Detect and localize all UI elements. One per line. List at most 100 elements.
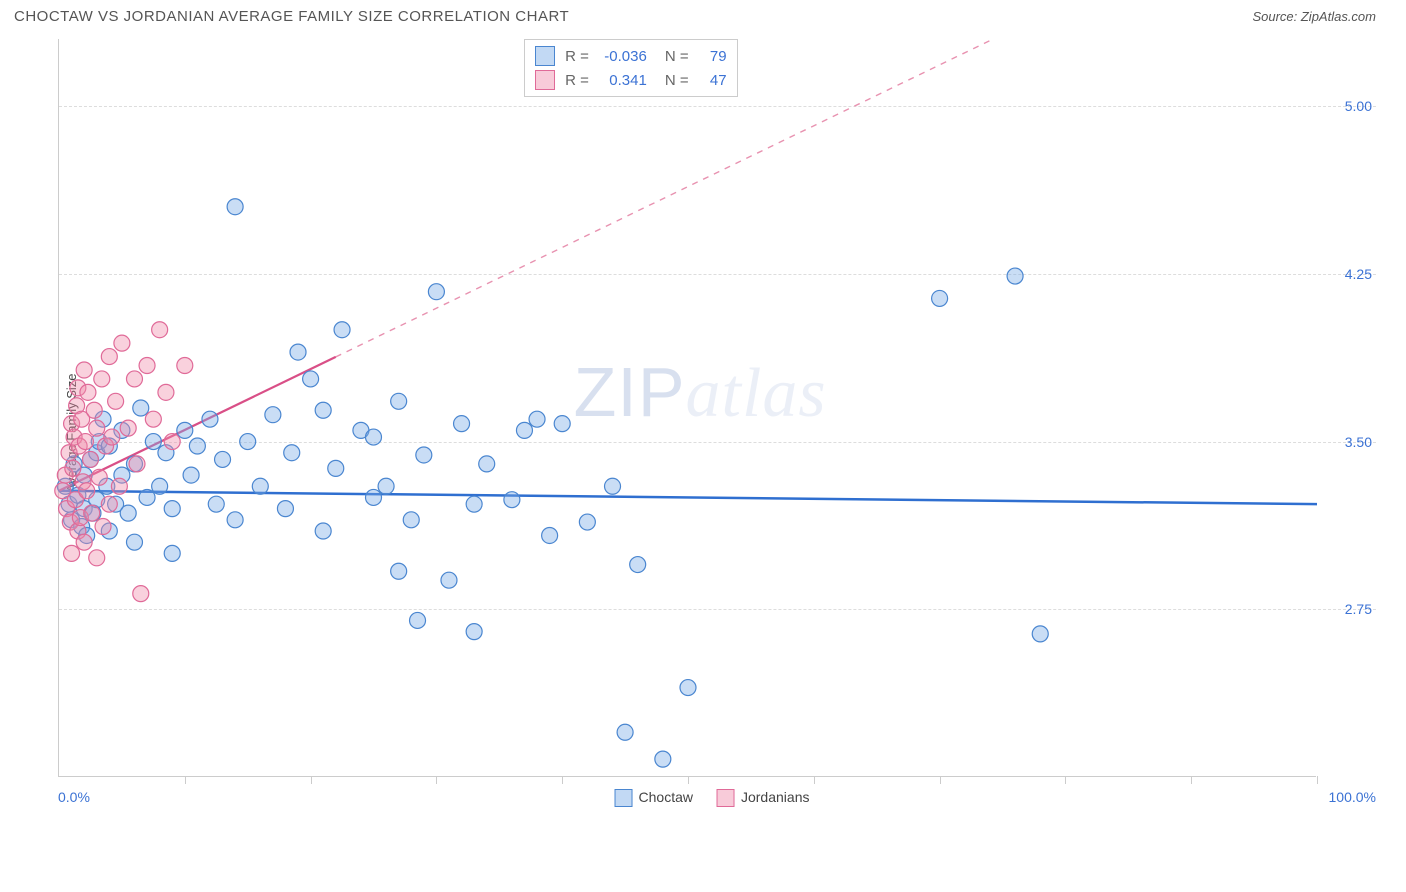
data-point	[79, 483, 95, 499]
data-point	[516, 422, 532, 438]
data-point	[529, 411, 545, 427]
stat-row: R =-0.036N =79	[535, 44, 727, 68]
series-legend: Choctaw Jordanians	[615, 789, 810, 807]
data-point	[416, 447, 432, 463]
data-point	[504, 492, 520, 508]
stat-row: R =0.341N =47	[535, 68, 727, 92]
data-point	[189, 438, 205, 454]
y-tick-label: 5.00	[1345, 98, 1372, 114]
data-point	[227, 512, 243, 528]
data-point	[91, 469, 107, 485]
plot-area: ZIPatlas R =-0.036N =79R =0.341N =47 2.7…	[58, 39, 1316, 777]
data-point	[164, 434, 180, 450]
x-axis-max-label: 100.0%	[1329, 789, 1376, 805]
source-attribution: Source: ZipAtlas.com	[1252, 9, 1376, 24]
chart-title: CHOCTAW VS JORDANIAN AVERAGE FAMILY SIZE…	[14, 8, 569, 25]
data-point	[1007, 268, 1023, 284]
data-point	[80, 384, 96, 400]
data-point	[391, 563, 407, 579]
data-point	[152, 322, 168, 338]
data-point	[84, 505, 100, 521]
data-point	[428, 284, 444, 300]
data-point	[104, 429, 120, 445]
x-tick	[562, 776, 563, 784]
data-point	[86, 402, 102, 418]
stat-r-label: R =	[565, 72, 589, 89]
data-point	[680, 680, 696, 696]
source-name: ZipAtlas.com	[1301, 9, 1376, 24]
data-point	[655, 751, 671, 767]
stat-swatch	[535, 46, 555, 66]
data-point	[315, 402, 331, 418]
data-point	[366, 489, 382, 505]
data-point	[252, 478, 268, 494]
data-point	[1032, 626, 1048, 642]
data-point	[139, 358, 155, 374]
data-point	[328, 460, 344, 476]
stat-r-label: R =	[565, 48, 589, 65]
data-point	[108, 393, 124, 409]
x-tick	[436, 776, 437, 784]
data-point	[265, 407, 281, 423]
stat-n-value: 47	[699, 72, 727, 89]
data-point	[111, 478, 127, 494]
data-point	[139, 489, 155, 505]
data-point	[378, 478, 394, 494]
data-point	[65, 460, 81, 476]
data-point	[89, 550, 105, 566]
data-point	[554, 416, 570, 432]
chart-header: CHOCTAW VS JORDANIAN AVERAGE FAMILY SIZE…	[0, 0, 1406, 33]
data-point	[290, 344, 306, 360]
legend-swatch	[615, 789, 633, 807]
data-point	[441, 572, 457, 588]
data-point	[183, 467, 199, 483]
data-point	[95, 519, 111, 535]
data-point	[64, 545, 80, 561]
legend-item: Jordanians	[717, 789, 810, 807]
data-point	[94, 371, 110, 387]
data-point	[126, 371, 142, 387]
x-tick	[940, 776, 941, 784]
data-point	[76, 362, 92, 378]
data-point	[391, 393, 407, 409]
x-axis-min-label: 0.0%	[58, 789, 90, 805]
data-point	[177, 422, 193, 438]
stat-n-label: N =	[665, 48, 689, 65]
data-point	[126, 534, 142, 550]
legend-swatch	[717, 789, 735, 807]
data-point	[403, 512, 419, 528]
data-point	[152, 478, 168, 494]
data-point	[208, 496, 224, 512]
data-point	[240, 434, 256, 450]
data-point	[479, 456, 495, 472]
chart-container: Average Family Size ZIPatlas R =-0.036N …	[48, 33, 1376, 833]
data-point	[164, 501, 180, 517]
data-point	[410, 612, 426, 628]
legend-label: Choctaw	[639, 789, 693, 805]
data-point	[466, 496, 482, 512]
x-tick	[814, 776, 815, 784]
x-tick	[688, 776, 689, 784]
data-point	[177, 358, 193, 374]
data-point	[101, 349, 117, 365]
data-point	[76, 534, 92, 550]
x-tick	[1065, 776, 1066, 784]
trend-line-choctaw	[59, 491, 1317, 504]
data-point	[284, 445, 300, 461]
data-point	[303, 371, 319, 387]
data-point	[605, 478, 621, 494]
data-point	[617, 724, 633, 740]
x-tick	[1191, 776, 1192, 784]
data-point	[542, 527, 558, 543]
stat-n-value: 79	[699, 48, 727, 65]
data-point	[202, 411, 218, 427]
y-tick-label: 3.50	[1345, 434, 1372, 450]
data-point	[366, 429, 382, 445]
data-point	[466, 624, 482, 640]
data-point	[101, 496, 117, 512]
x-tick	[311, 776, 312, 784]
data-point	[133, 400, 149, 416]
stat-n-label: N =	[665, 72, 689, 89]
data-point	[158, 384, 174, 400]
correlation-stat-box: R =-0.036N =79R =0.341N =47	[524, 39, 738, 97]
